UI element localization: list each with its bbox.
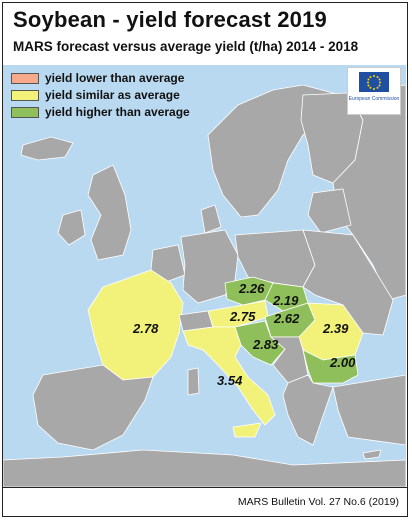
- legend-label-similar: yield similar as average: [45, 88, 180, 102]
- legend-label-lower: yield lower than average: [45, 71, 185, 85]
- map-title: Soybean - yield forecast 2019: [13, 7, 327, 32]
- croatia: [234, 320, 286, 366]
- map-area: [3, 65, 406, 487]
- north-africa: [3, 449, 406, 487]
- header: Soybean - yield forecast 2019 MARS forec…: [3, 3, 407, 65]
- sicily: [232, 422, 262, 438]
- yield-label-france: 2.78: [133, 321, 159, 336]
- yield-label-croatia: 2.83: [253, 337, 279, 352]
- sardinia-corsica: [187, 367, 200, 396]
- turkey: [332, 374, 406, 446]
- eu-flag-icon: [359, 72, 389, 92]
- yield-label-romania: 2.39: [323, 321, 349, 336]
- ireland: [57, 209, 86, 246]
- denmark: [200, 204, 222, 234]
- legend-swatch-higher: [11, 107, 39, 118]
- yield-label-hungary: 2.62: [274, 311, 300, 326]
- yield-label-austria: 2.75: [230, 309, 256, 324]
- germany: [180, 229, 239, 304]
- iberia: [32, 364, 154, 451]
- source-citation: MARS Bulletin Vol. 27 No.6 (2019): [237, 496, 399, 508]
- legend-swatch-similar: [11, 90, 39, 101]
- cyprus: [362, 449, 382, 460]
- italy: [182, 326, 276, 426]
- greece: [282, 374, 334, 446]
- legend-swatch-lower: [11, 73, 39, 84]
- baltics: [307, 188, 352, 234]
- yield-label-czechia: 2.26: [239, 281, 265, 296]
- europe-map: [3, 65, 406, 487]
- european-commission-logo: European Commission: [347, 67, 401, 115]
- benelux: [150, 244, 186, 284]
- bulgaria: [302, 349, 359, 384]
- legend-label-higher: yield higher than average: [45, 105, 190, 119]
- united-kingdom: [87, 164, 132, 261]
- logo-text: European Commission: [348, 96, 400, 102]
- yield-label-italy: 3.54: [217, 373, 243, 388]
- france: [87, 269, 184, 381]
- map-subtitle: MARS forecast versus average yield (t/ha…: [13, 39, 359, 54]
- slovakia: [264, 282, 309, 312]
- yield-label-slovakia: 2.19: [273, 293, 299, 308]
- map-frame: Soybean - yield forecast 2019 MARS forec…: [2, 2, 408, 517]
- yield-label-bulgaria: 2.00: [330, 355, 356, 370]
- iceland: [20, 136, 74, 161]
- footer: MARS Bulletin Vol. 27 No.6 (2019): [3, 487, 407, 516]
